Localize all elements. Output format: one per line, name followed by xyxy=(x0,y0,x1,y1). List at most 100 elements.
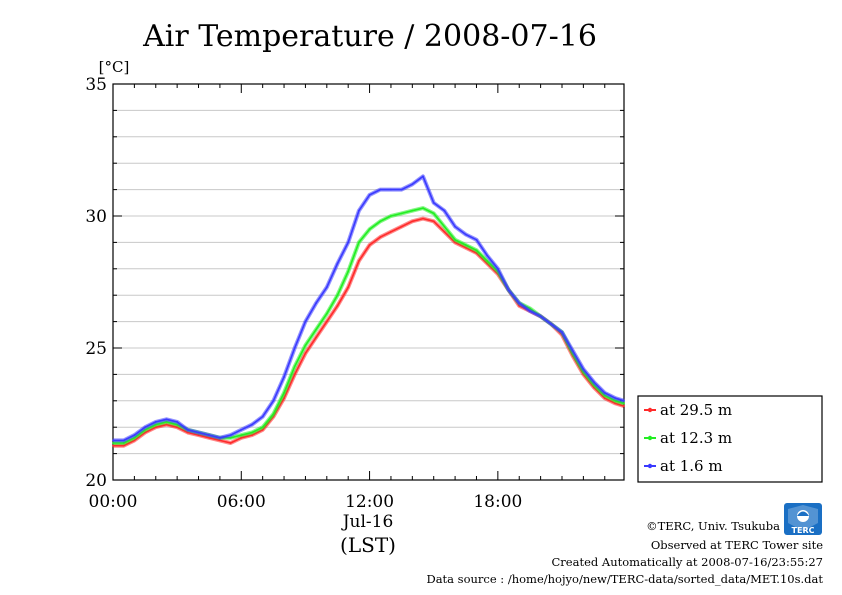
series-point xyxy=(443,209,446,212)
series-point xyxy=(304,352,307,355)
series-point xyxy=(593,381,595,384)
series-point xyxy=(475,249,478,252)
series-point xyxy=(411,220,414,223)
legend-marker xyxy=(647,435,653,441)
series-point xyxy=(229,436,232,439)
series-point xyxy=(358,209,360,212)
series-point xyxy=(112,439,114,442)
series-point xyxy=(219,436,221,439)
series-point xyxy=(443,230,446,233)
axis-ticks xyxy=(113,83,624,481)
logo-text: TERC xyxy=(792,526,815,535)
series-point xyxy=(315,328,317,331)
series-point xyxy=(272,413,275,415)
series-point xyxy=(304,344,307,347)
series-point xyxy=(507,289,510,291)
series-point xyxy=(122,444,125,447)
legend-label: at 1.6 m xyxy=(660,457,723,475)
x-tick-label: 12:00 xyxy=(345,492,394,512)
series-point xyxy=(422,175,424,178)
legend-label: at 29.5 m xyxy=(660,401,732,419)
series-point xyxy=(561,331,563,334)
series-point xyxy=(122,439,125,442)
series-point xyxy=(122,442,125,444)
series-point xyxy=(261,415,264,418)
series-point xyxy=(336,262,339,265)
legend-label: at 12.3 m xyxy=(660,429,732,447)
y-tick-labels: 20 25 30 35 xyxy=(85,75,107,491)
series-point xyxy=(293,373,296,376)
y-tick-label: 20 xyxy=(85,471,107,491)
series-point xyxy=(112,444,114,447)
series-point xyxy=(186,428,189,431)
series-point xyxy=(251,431,253,434)
series-point xyxy=(325,320,328,323)
series-point xyxy=(432,201,435,204)
credit-observed: Observed at TERC Tower site xyxy=(651,538,823,552)
credit-source: Data source : /home/hojyo/new/TERC-data/… xyxy=(426,572,823,586)
credit-copyright: ©TERC, Univ. Tsukuba xyxy=(646,519,780,533)
series-point xyxy=(432,212,435,215)
x-tick-label: 00:00 xyxy=(89,492,138,512)
series-point xyxy=(293,347,296,349)
series-point xyxy=(165,418,168,421)
series-point xyxy=(497,267,499,270)
grid-lines xyxy=(113,109,624,455)
legend-box xyxy=(637,395,823,483)
x-tick-label: 18:00 xyxy=(473,492,522,512)
series-halo-0 xyxy=(113,216,625,448)
series-point xyxy=(486,260,489,262)
series-point xyxy=(112,442,114,444)
series-point xyxy=(219,439,221,442)
series-point xyxy=(251,423,253,426)
series-point xyxy=(623,402,625,405)
series-point xyxy=(186,431,189,434)
series-point xyxy=(347,241,350,244)
series-point xyxy=(582,368,585,370)
legend-marker xyxy=(647,407,653,413)
series-point xyxy=(411,209,414,212)
series-point xyxy=(208,436,211,439)
series-point xyxy=(283,392,285,394)
series-point xyxy=(240,428,243,431)
series-point xyxy=(623,399,625,402)
series-point xyxy=(623,405,625,407)
series-point xyxy=(379,220,382,223)
series-point xyxy=(336,294,339,297)
series-point xyxy=(197,431,200,434)
series-point xyxy=(368,228,371,231)
x-tick-labels: 00:00 06:00 12:00 18:00 xyxy=(89,492,523,512)
series-point xyxy=(464,244,467,246)
series-point xyxy=(400,188,403,191)
series-point xyxy=(283,376,285,378)
series-point xyxy=(400,225,403,228)
series-point xyxy=(315,302,317,304)
series-line-0 xyxy=(113,217,625,447)
series-point xyxy=(336,304,339,307)
series-point xyxy=(293,365,296,368)
series-point xyxy=(400,212,403,215)
series-point xyxy=(379,236,382,239)
x-date-label: Jul-16 xyxy=(341,512,394,532)
series-point xyxy=(347,270,350,273)
series-point xyxy=(358,260,360,262)
series-point xyxy=(176,421,179,423)
series-point xyxy=(454,238,456,241)
series-point xyxy=(529,310,531,312)
series-point xyxy=(261,426,264,429)
series-point xyxy=(165,423,168,426)
series-point xyxy=(432,220,435,223)
legend: at 29.5 m at 12.3 m at 1.6 m xyxy=(644,401,732,475)
series-point xyxy=(208,434,211,436)
terc-logo: TERC xyxy=(784,503,822,535)
series-point xyxy=(571,349,574,352)
series-point xyxy=(229,434,232,436)
x-timezone-label: (LST) xyxy=(340,533,396,557)
series-point xyxy=(304,320,307,323)
series-point xyxy=(475,238,478,241)
series-point xyxy=(454,225,456,228)
series-point xyxy=(486,254,489,257)
legend-marker xyxy=(647,463,653,469)
series-point xyxy=(390,215,392,217)
y-tick-label: 25 xyxy=(85,339,107,359)
